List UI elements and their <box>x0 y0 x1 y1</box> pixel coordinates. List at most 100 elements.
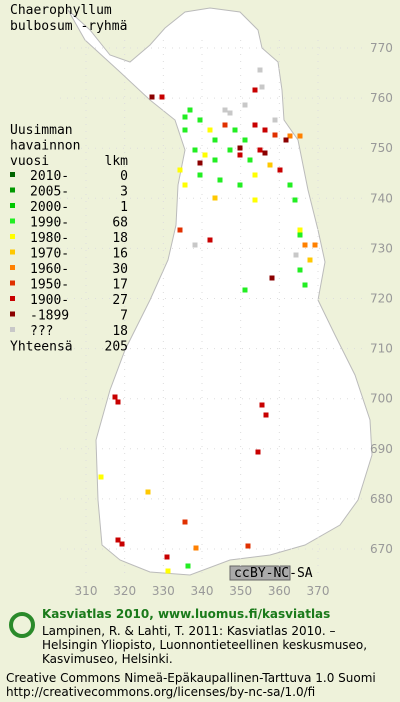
legend-label: 1960- <box>30 262 69 277</box>
observation <box>207 127 213 133</box>
observation <box>197 160 203 166</box>
license-badge <box>229 565 291 581</box>
y-tick-label: 700 <box>370 392 393 406</box>
title: bulbosum -ryhmä <box>10 19 127 34</box>
observation <box>182 182 188 188</box>
legend-count: 16 <box>112 247 128 262</box>
observation <box>182 127 188 133</box>
observation <box>242 137 248 143</box>
observation <box>242 287 248 293</box>
legend-label: 1990- <box>30 216 69 231</box>
legend-count: 18 <box>112 231 128 246</box>
observation <box>182 519 188 525</box>
observation <box>263 412 269 418</box>
observation <box>293 252 299 258</box>
site-link[interactable]: Kasviatlas 2010, www.luomus.fi/kasviatla… <box>42 607 330 621</box>
observation <box>262 127 268 133</box>
legend-count: 17 <box>112 278 128 293</box>
observation <box>302 282 308 288</box>
legend-heading: havainnon <box>10 139 80 154</box>
observation <box>177 227 183 233</box>
legend-swatch <box>10 265 15 270</box>
observation <box>227 110 233 116</box>
observation <box>212 137 218 143</box>
observation <box>297 227 303 233</box>
observation <box>192 242 198 248</box>
badge-text: BY-NC-SA <box>250 566 313 581</box>
x-tick-label: 330 <box>152 584 175 598</box>
observation <box>257 147 263 153</box>
observation <box>145 489 151 495</box>
legend-label: 2000- <box>30 200 69 215</box>
total-count: 205 <box>105 340 128 355</box>
observation <box>177 167 183 173</box>
observation <box>312 242 318 248</box>
observation <box>292 197 298 203</box>
observation <box>212 157 218 163</box>
observation <box>307 257 313 263</box>
observation <box>262 150 268 156</box>
y-tick-label: 690 <box>370 442 393 456</box>
observation <box>237 182 243 188</box>
legend-swatch <box>10 296 15 301</box>
x-tick-label: 370 <box>307 584 330 598</box>
x-tick-label: 350 <box>229 584 252 598</box>
x-tick-label: 360 <box>268 584 291 598</box>
observation <box>98 474 104 480</box>
legend-label: ??? <box>30 324 53 339</box>
y-tick-label: 760 <box>370 91 393 105</box>
observation <box>164 554 170 560</box>
legend-count: 30 <box>112 262 128 277</box>
observation <box>193 545 199 551</box>
observation <box>212 195 218 201</box>
y-tick-label: 770 <box>370 41 393 55</box>
observation <box>222 122 228 128</box>
observation <box>257 67 263 73</box>
observation <box>227 147 233 153</box>
legend-heading: vuosi <box>10 154 49 169</box>
observation <box>159 94 165 100</box>
y-tick-label: 740 <box>370 191 393 205</box>
y-tick-label: 750 <box>370 141 393 155</box>
observation <box>277 167 283 173</box>
finland-outline <box>67 7 373 576</box>
observation <box>272 132 278 138</box>
legend-count: 27 <box>112 293 128 308</box>
observation <box>287 133 293 139</box>
x-tick-label: 340 <box>191 584 214 598</box>
observation <box>247 157 253 163</box>
legend-swatch <box>10 187 15 193</box>
legend-count: 68 <box>112 216 128 231</box>
legend-count-heading: lkm <box>105 154 129 169</box>
legend-label: 1900- <box>30 293 69 308</box>
observation <box>115 399 121 405</box>
observation <box>112 394 118 400</box>
observation <box>259 84 265 90</box>
observation <box>287 182 293 188</box>
observation <box>252 87 258 93</box>
observation <box>222 107 228 113</box>
observation <box>119 541 125 547</box>
observation <box>115 537 121 543</box>
observation <box>297 232 303 238</box>
legend-count: 7 <box>120 309 128 324</box>
observation <box>187 107 193 113</box>
observation <box>202 152 208 158</box>
citation: Lampinen, R. & Lahti, T. 2011: Kasviatla… <box>42 624 336 638</box>
observation <box>252 172 258 178</box>
observation <box>165 568 171 574</box>
observation <box>197 117 203 123</box>
y-tick-label: 730 <box>370 241 393 255</box>
observation <box>252 122 258 128</box>
observation <box>207 237 213 243</box>
legend-count: 3 <box>120 185 128 200</box>
legend-swatch <box>10 203 15 208</box>
legend-heading: Uusimman <box>10 123 73 138</box>
legend-label: 2010- <box>30 169 69 184</box>
y-tick-label: 670 <box>370 542 393 556</box>
observation <box>237 152 243 158</box>
license-url[interactable]: http://creativecommons.org/licenses/by-n… <box>6 685 315 699</box>
observation <box>297 267 303 273</box>
